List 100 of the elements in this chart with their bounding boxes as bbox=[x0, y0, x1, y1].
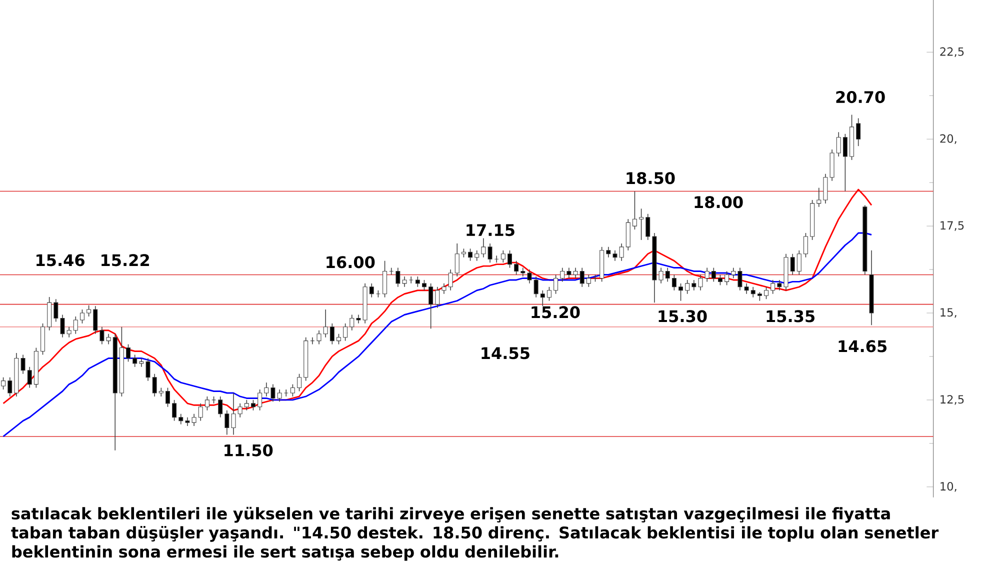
y-tick-label: 20, bbox=[940, 134, 956, 144]
candlestick bbox=[560, 267, 565, 282]
candlestick bbox=[224, 410, 230, 436]
candlestick bbox=[1, 376, 6, 390]
annotation: 15.46 bbox=[36, 254, 84, 266]
candlestick bbox=[204, 396, 210, 411]
candlestick bbox=[152, 373, 157, 397]
candlestick bbox=[803, 232, 808, 258]
candlestick bbox=[685, 280, 690, 294]
annotation: 11.50 bbox=[224, 444, 273, 456]
candlestick bbox=[500, 250, 506, 263]
candlestick bbox=[448, 269, 453, 291]
candlestick bbox=[66, 326, 72, 338]
candlestick bbox=[231, 392, 236, 436]
annotation: 14.55 bbox=[482, 347, 530, 360]
candlestick bbox=[258, 389, 262, 411]
candlestick bbox=[218, 396, 223, 418]
candlestick bbox=[508, 250, 512, 268]
candlestick bbox=[639, 208, 644, 240]
candlestick bbox=[566, 267, 572, 279]
candlestick bbox=[816, 187, 822, 208]
candlestick bbox=[777, 280, 782, 291]
annotation: 17.15 bbox=[466, 224, 514, 236]
candlestick bbox=[790, 253, 795, 276]
candlestick bbox=[422, 280, 426, 291]
candlestick bbox=[60, 314, 65, 338]
annotation: 15.22 bbox=[102, 254, 149, 266]
candlestick bbox=[178, 413, 184, 425]
candlestick bbox=[415, 276, 420, 288]
candlestick bbox=[27, 366, 32, 388]
candlestick bbox=[646, 213, 650, 240]
candlestick bbox=[442, 283, 446, 294]
candlestick bbox=[546, 286, 552, 302]
candlestick bbox=[86, 304, 92, 317]
candlestick bbox=[632, 190, 637, 230]
candlestick bbox=[238, 403, 242, 418]
candlestick bbox=[165, 387, 170, 408]
candlestick bbox=[396, 267, 400, 288]
candlestick bbox=[146, 358, 150, 382]
candlestick bbox=[672, 274, 676, 291]
candlestick bbox=[678, 283, 684, 302]
annotation: 18.00 bbox=[694, 196, 743, 208]
annotation: 15.30 bbox=[658, 310, 707, 322]
candlestick bbox=[836, 132, 841, 157]
candlestick bbox=[612, 250, 618, 262]
y-tick-label: 12,5 bbox=[940, 395, 964, 405]
candlestick bbox=[731, 267, 736, 279]
candlestick bbox=[126, 344, 131, 362]
annotation: 14.65 bbox=[838, 340, 887, 352]
candlestick bbox=[297, 373, 302, 392]
y-tick-label: 10, bbox=[940, 482, 956, 492]
candlestick bbox=[514, 260, 519, 276]
candlestick bbox=[73, 316, 78, 334]
candlestick bbox=[132, 354, 138, 368]
candlestick bbox=[290, 384, 295, 397]
candlestick bbox=[454, 243, 460, 277]
candlestick bbox=[619, 243, 624, 262]
candlestick bbox=[665, 267, 670, 282]
candlestick bbox=[402, 276, 407, 288]
candlestick bbox=[428, 283, 434, 330]
candlestick bbox=[382, 260, 388, 298]
candlestick bbox=[724, 270, 730, 286]
candlestick bbox=[481, 238, 486, 258]
candlestick bbox=[540, 290, 545, 306]
candlestick bbox=[93, 306, 98, 334]
candlestick bbox=[692, 280, 696, 291]
candlestick bbox=[573, 267, 578, 279]
candlestick bbox=[350, 314, 354, 331]
candlestick bbox=[336, 333, 341, 345]
candlestick bbox=[264, 382, 269, 397]
candlestick bbox=[606, 246, 611, 258]
candlestick bbox=[842, 133, 848, 192]
y-tick-label: 15, bbox=[940, 308, 956, 318]
candlestick bbox=[698, 274, 703, 291]
candlestick bbox=[356, 314, 361, 324]
candlestick bbox=[527, 269, 532, 284]
candlestick bbox=[534, 276, 538, 298]
candlestick bbox=[80, 309, 84, 324]
candlestick bbox=[250, 400, 256, 411]
candlestick bbox=[764, 286, 769, 300]
annotation: 18.50 bbox=[626, 172, 675, 184]
candlestick bbox=[435, 286, 440, 308]
candlestick bbox=[796, 250, 802, 276]
candlestick bbox=[343, 323, 348, 342]
candlestick bbox=[8, 376, 12, 397]
candlestick bbox=[316, 330, 322, 345]
candlestick bbox=[408, 276, 414, 284]
candlestick bbox=[586, 274, 591, 288]
candlestick bbox=[474, 250, 480, 262]
candlestick bbox=[284, 389, 288, 397]
annotation: 15.35 bbox=[766, 310, 814, 322]
candlestick bbox=[704, 267, 710, 282]
annotation: 16.00 bbox=[326, 256, 375, 268]
candlestick bbox=[856, 118, 861, 146]
candlestick bbox=[172, 400, 177, 422]
candlestick bbox=[580, 267, 584, 288]
candlestick bbox=[711, 267, 716, 282]
y-tick-label: 22,5 bbox=[940, 47, 964, 58]
candlestick bbox=[554, 274, 558, 294]
y-tick-label: 17,5 bbox=[940, 221, 964, 231]
